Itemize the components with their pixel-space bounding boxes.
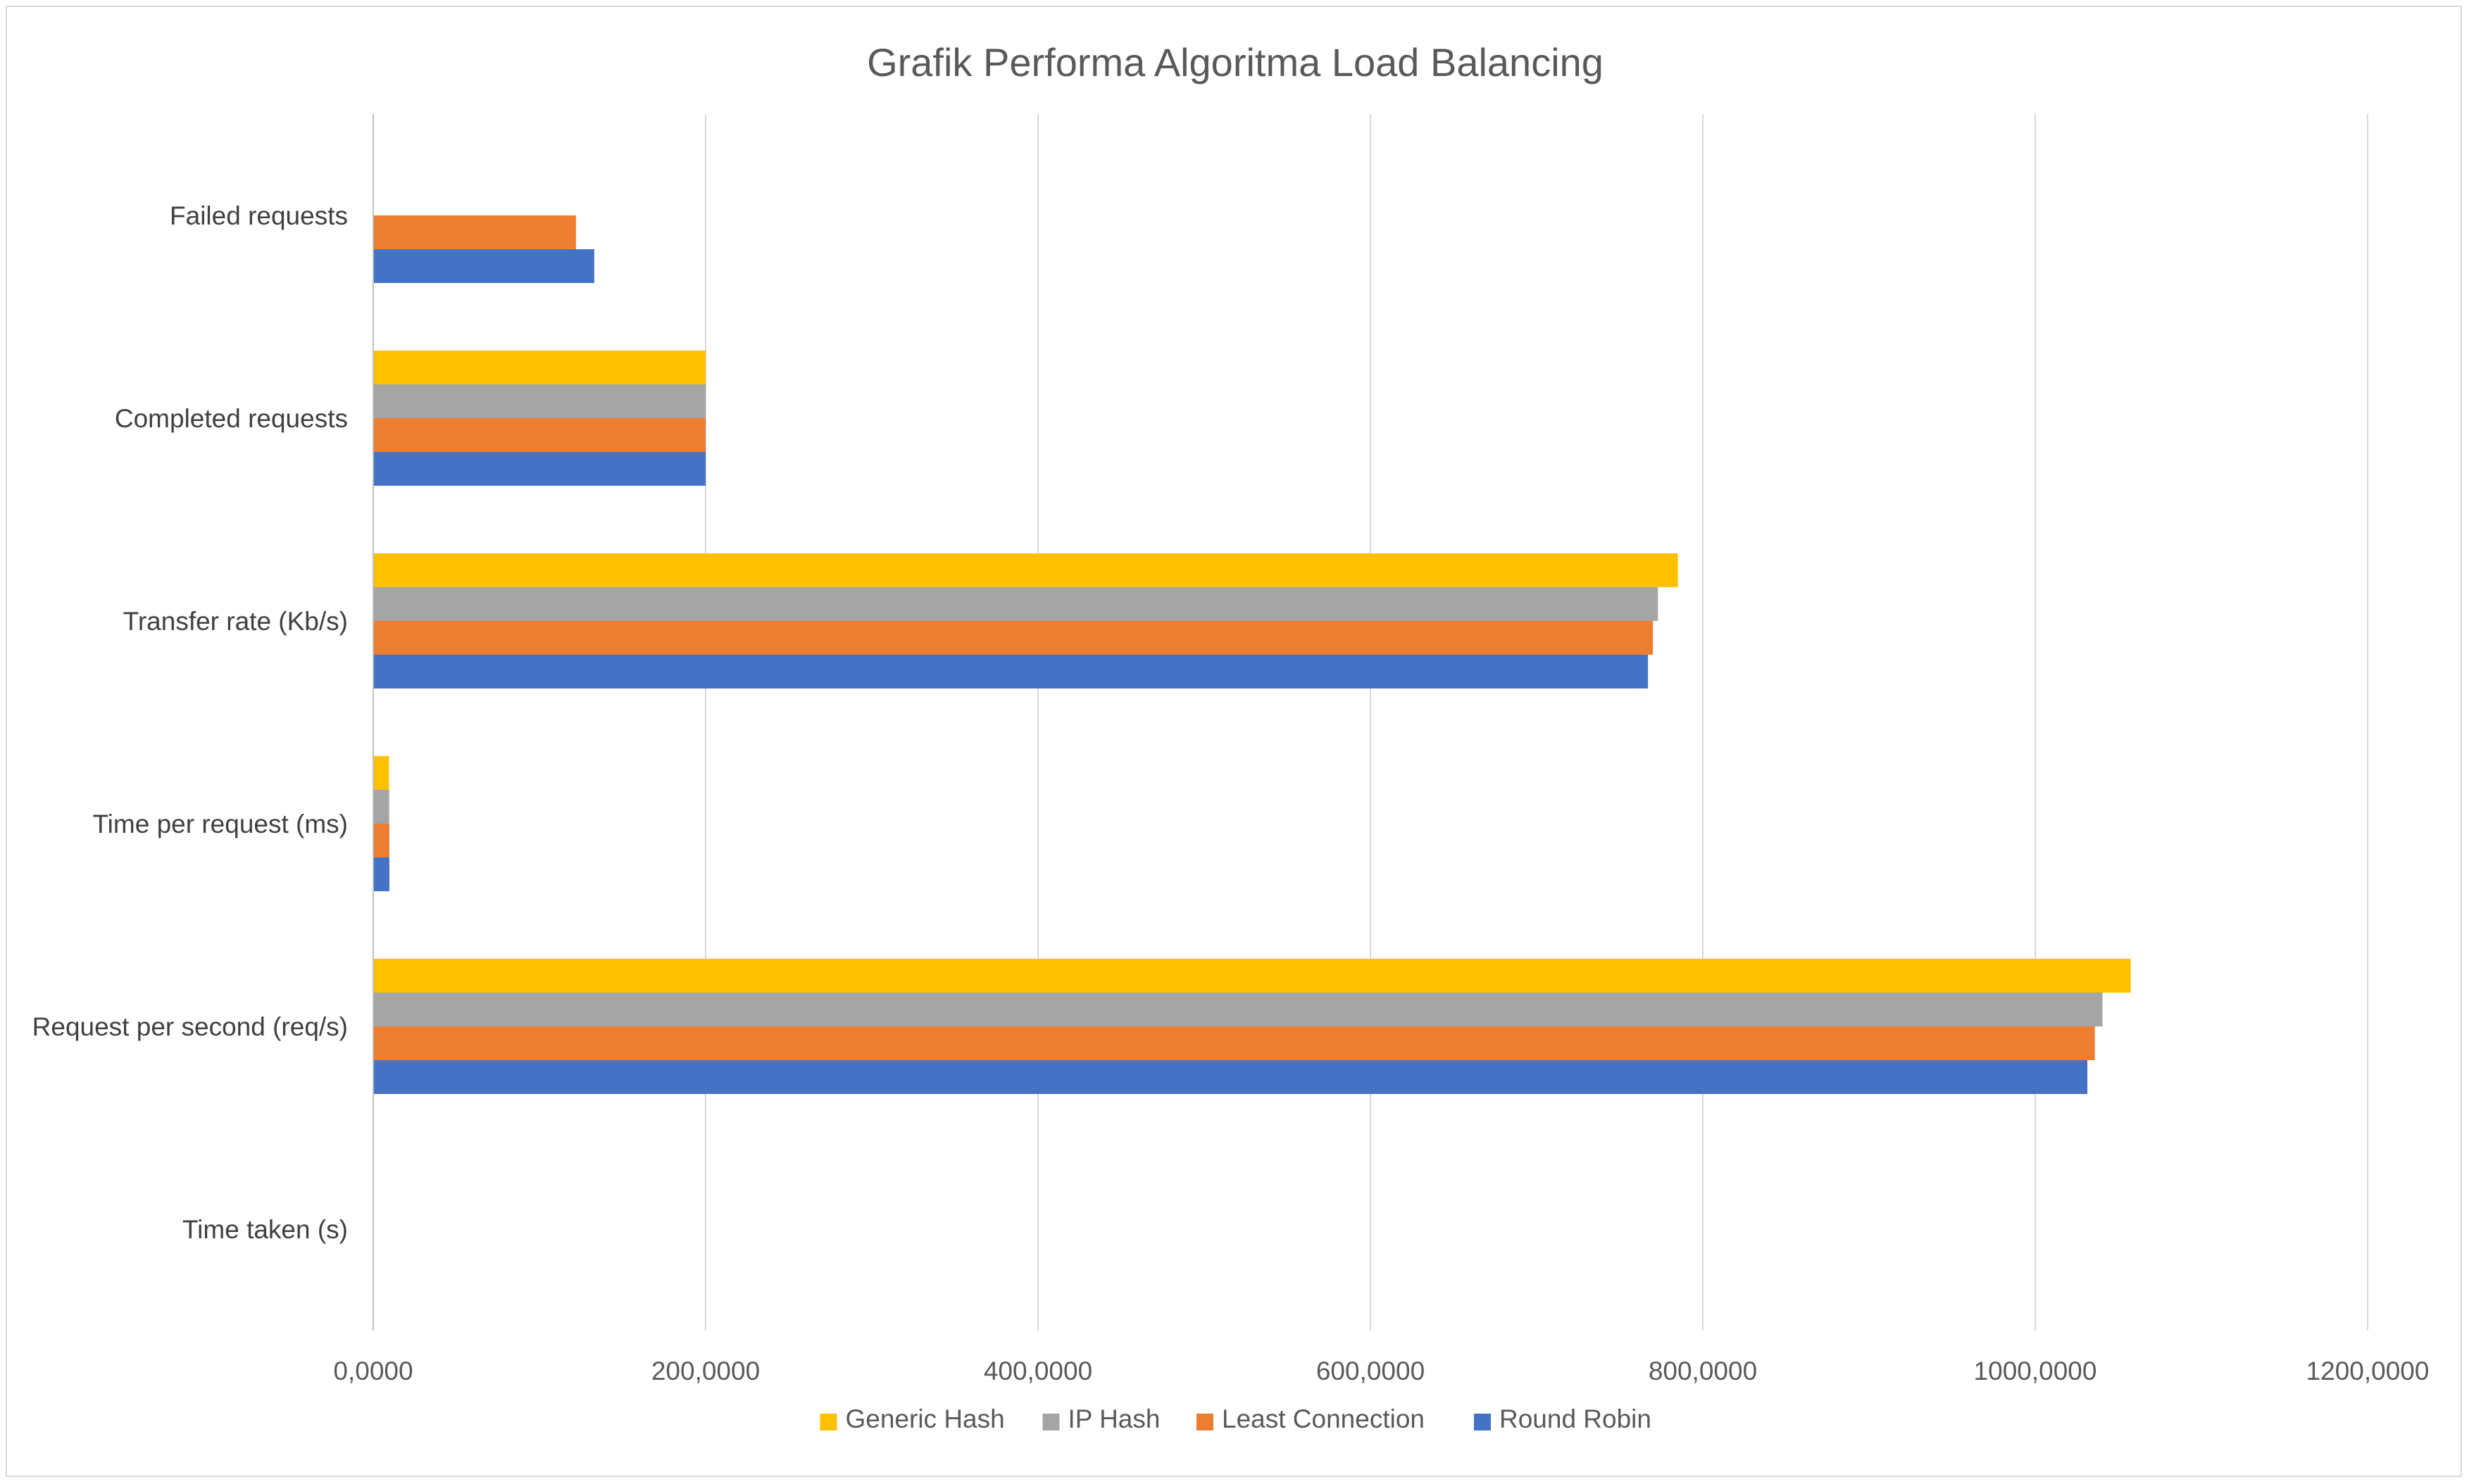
legend-swatch-round-robin <box>1474 1414 1491 1430</box>
x-tick-label-0: 0,0000 <box>333 1357 413 1385</box>
category-label-1: Request per second (req/s) <box>32 1012 348 1041</box>
category-label-0: Time taken (s) <box>182 1215 348 1244</box>
category-labels: Time taken (s) Request per second (req/s)… <box>32 201 348 1244</box>
bar-round-robin-1 <box>373 1060 2088 1094</box>
legend-swatch-generic-hash <box>820 1414 837 1430</box>
x-tick-labels: 0,0000 200,0000 400,0000 600,0000 800,0000 10… <box>333 1357 2429 1385</box>
bar-least-connection-3 <box>373 621 1654 655</box>
legend[interactable]: Generic Hash IP Hash Least Connection Round… <box>820 1404 1651 1433</box>
chart-frame: Grafik Performa Algoritma Load Balancing… <box>6 6 2462 1477</box>
legend-label-least-connection: Least Connection <box>1222 1404 1425 1433</box>
bar-least-connection-1 <box>373 1026 2095 1060</box>
bar-ip-hash-1 <box>373 993 2103 1026</box>
bar-least-connection-2 <box>373 824 389 857</box>
x-tick-label-2: 400,0000 <box>984 1357 1092 1385</box>
bars <box>373 215 2131 1297</box>
category-label-2: Time per request (ms) <box>92 810 348 838</box>
legend-label-round-robin: Round Robin <box>1499 1404 1651 1433</box>
chart-svg: Grafik Performa Algoritma Load Balancing… <box>32 40 2430 1433</box>
x-tick-label-3: 600,0000 <box>1316 1357 1425 1385</box>
bar-generic-hash-4 <box>373 351 706 384</box>
bar-round-robin-5 <box>373 249 594 283</box>
category-label-5: Failed requests <box>170 201 348 230</box>
bar-generic-hash-1 <box>373 959 2131 993</box>
legend-item-round-robin[interactable]: Round Robin <box>1474 1404 1651 1433</box>
legend-item-least-connection[interactable]: Least Connection <box>1196 1404 1425 1433</box>
bar-round-robin-3 <box>373 655 1649 688</box>
bar-least-connection-4 <box>373 418 706 452</box>
legend-swatch-ip-hash <box>1042 1414 1060 1430</box>
x-tick-label-5: 1000,0000 <box>1974 1357 2097 1385</box>
category-label-4: Completed requests <box>115 404 348 433</box>
bar-generic-hash-3 <box>373 553 1678 587</box>
bar-ip-hash-4 <box>373 384 706 418</box>
bar-least-connection-5 <box>373 215 576 249</box>
x-tick-label-1: 200,0000 <box>651 1357 760 1385</box>
legend-item-generic-hash[interactable]: Generic Hash <box>820 1404 1005 1433</box>
bar-round-robin-4 <box>373 452 706 486</box>
legend-item-ip-hash[interactable]: IP Hash <box>1042 1404 1161 1433</box>
legend-swatch-least-connection <box>1196 1414 1213 1430</box>
bar-ip-hash-3 <box>373 587 1658 621</box>
category-label-3: Transfer rate (Kb/s) <box>123 607 348 636</box>
bar-round-robin-2 <box>373 857 389 891</box>
chart-title: Grafik Performa Algoritma Load Balancing <box>867 40 1604 84</box>
x-tick-label-4: 800,0000 <box>1649 1357 1757 1385</box>
bar-ip-hash-2 <box>373 790 389 824</box>
legend-label-generic-hash: Generic Hash <box>846 1404 1005 1433</box>
grid-lines <box>705 114 2368 1331</box>
x-tick-label-6: 1200,0000 <box>2306 1357 2430 1385</box>
bar-generic-hash-2 <box>373 756 389 790</box>
legend-label-ip-hash: IP Hash <box>1068 1404 1161 1433</box>
